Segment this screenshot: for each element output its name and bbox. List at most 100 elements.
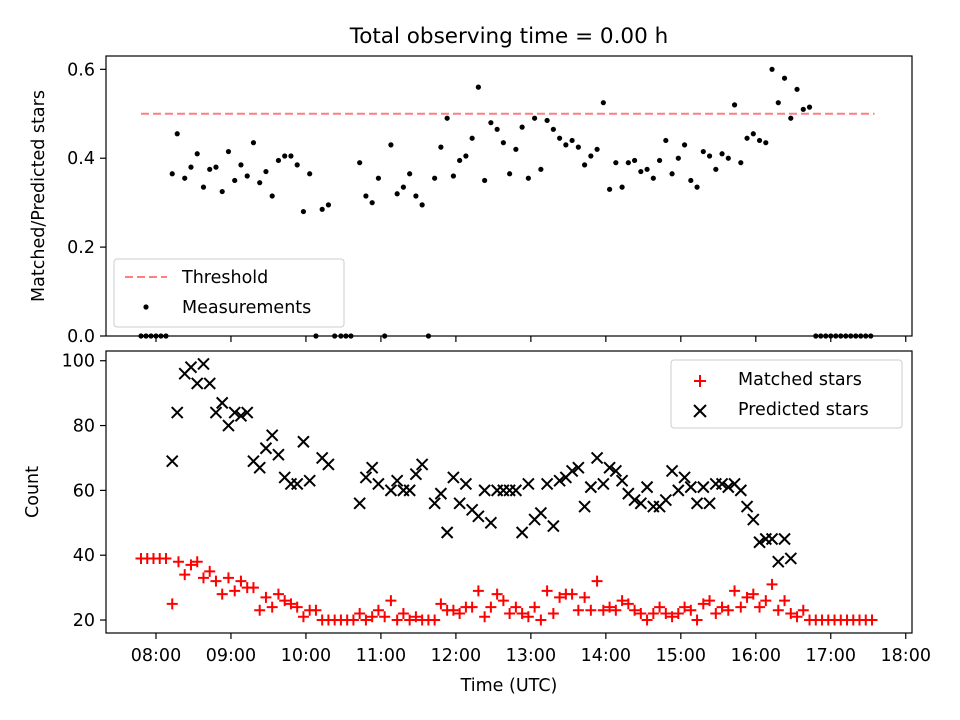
predicted-star-point [740, 500, 754, 513]
predicted-star-point [634, 497, 648, 510]
predicted-star-point [478, 484, 491, 497]
matched-star-point [616, 595, 628, 607]
predicted-star-point [678, 471, 691, 484]
measurement-point [544, 117, 550, 124]
measurement-point [563, 142, 569, 148]
matched-star-point [447, 604, 459, 616]
bottom-legend: Matched stars Predicted stars [670, 359, 903, 429]
measurement-point [513, 146, 519, 152]
matched-star-point [704, 595, 716, 607]
measurement-point [619, 184, 625, 190]
x-tick-label: 13:00 [506, 646, 556, 666]
matched-star-point [522, 611, 534, 623]
matched-star-point [297, 611, 309, 623]
measurement-point [282, 153, 288, 159]
measurement-point [713, 166, 719, 172]
measurement-point [269, 193, 275, 199]
matched-star-point [754, 601, 766, 613]
predicted-star-point [765, 532, 779, 546]
measurement-point [532, 115, 538, 121]
matched-star-point [479, 611, 491, 623]
bottom-y-axis: 20 40 60 80 100 [62, 352, 106, 631]
measurement-point [606, 186, 613, 192]
measurement-point [400, 184, 407, 190]
predicted-star-point [640, 480, 654, 494]
measurement-point [307, 171, 313, 177]
matched-star-point [410, 611, 422, 623]
matched-star-point [641, 614, 653, 626]
measurement-point [669, 171, 675, 177]
predicted-star-point [715, 477, 729, 491]
measurement-point [357, 160, 363, 166]
predicted-star-point [734, 484, 748, 497]
bottom-plot-frame [105, 350, 913, 634]
matched-star-point [197, 572, 209, 584]
measurement-point [644, 166, 650, 172]
matched-star-point [385, 595, 397, 607]
matched-star-point [866, 614, 878, 626]
predicted-star-point [353, 497, 366, 510]
matched-star-point [272, 588, 284, 600]
top-y-axis: 0.0 0.2 0.4 0.6 [67, 60, 106, 347]
measurement-point [700, 148, 706, 155]
bottom-y-axis-label: Count [23, 466, 43, 518]
measurement-point [582, 162, 588, 168]
x-tick-label: 14:00 [581, 646, 631, 666]
matched-star-point [647, 608, 659, 620]
measurement-point [257, 180, 263, 186]
predicted-star-point [578, 500, 591, 513]
matched-star-point [591, 575, 603, 587]
measurement-point [663, 137, 669, 144]
predicted-star-point [209, 406, 223, 419]
measurement-point [706, 153, 713, 159]
measurement-point [800, 106, 806, 112]
matched-star-point [785, 608, 797, 620]
matched-star-point [466, 601, 478, 613]
predicted-star-point [203, 377, 216, 390]
measurement-point [557, 135, 563, 141]
bottom-y-tick-label: 60 [73, 481, 95, 501]
measurement-point [656, 157, 663, 164]
matched-star-point [622, 598, 634, 610]
predicted-star-point [453, 497, 466, 510]
predicted-star-point [403, 484, 416, 497]
predicted-star-point [359, 471, 373, 484]
measurement-point [250, 140, 257, 146]
matched-star-point [654, 601, 666, 613]
measurement-point [719, 151, 725, 157]
top-y-tick-label: 0.4 [67, 149, 95, 169]
predicted-stars-legend-label: Predicted stars [738, 400, 869, 420]
measurement-point [275, 157, 282, 164]
matched-star-point [685, 604, 697, 616]
measurement-point [744, 135, 750, 141]
matched-star-point [597, 604, 609, 616]
x-axis-label: Time (UTC) [460, 676, 558, 696]
predicted-star-point [672, 484, 685, 497]
bottom-plot-content [135, 357, 878, 626]
matched-star-point [491, 588, 503, 600]
measurement-point [756, 137, 763, 144]
predicted-star-point [222, 419, 235, 432]
matched-star-point [797, 604, 809, 616]
predicted-stars-legend-swatch [693, 404, 707, 418]
predicted-star-point [684, 480, 698, 494]
predicted-star-point [253, 461, 266, 474]
predicted-star-point [290, 477, 304, 491]
matched-star-point [572, 604, 584, 616]
predicted-star-point [784, 552, 797, 565]
predicted-star-point [628, 493, 641, 507]
x-tick-label: 12:00 [431, 646, 481, 666]
measurement-point [207, 166, 213, 172]
bottom-y-tick-label: 100 [62, 352, 95, 372]
top-y-tick-label: 0.0 [67, 327, 95, 347]
measurement-point [525, 175, 531, 181]
measurement-point [444, 115, 450, 121]
matched-star-point [229, 585, 241, 597]
measurements-legend-label: Measurements [182, 298, 311, 318]
measurement-point [806, 104, 813, 110]
measurement-point [169, 171, 175, 177]
measurement-point [188, 164, 194, 170]
predicted-star-point [171, 406, 184, 419]
x-tick-label: 11:00 [356, 646, 406, 666]
predicted-star-point [515, 526, 529, 539]
